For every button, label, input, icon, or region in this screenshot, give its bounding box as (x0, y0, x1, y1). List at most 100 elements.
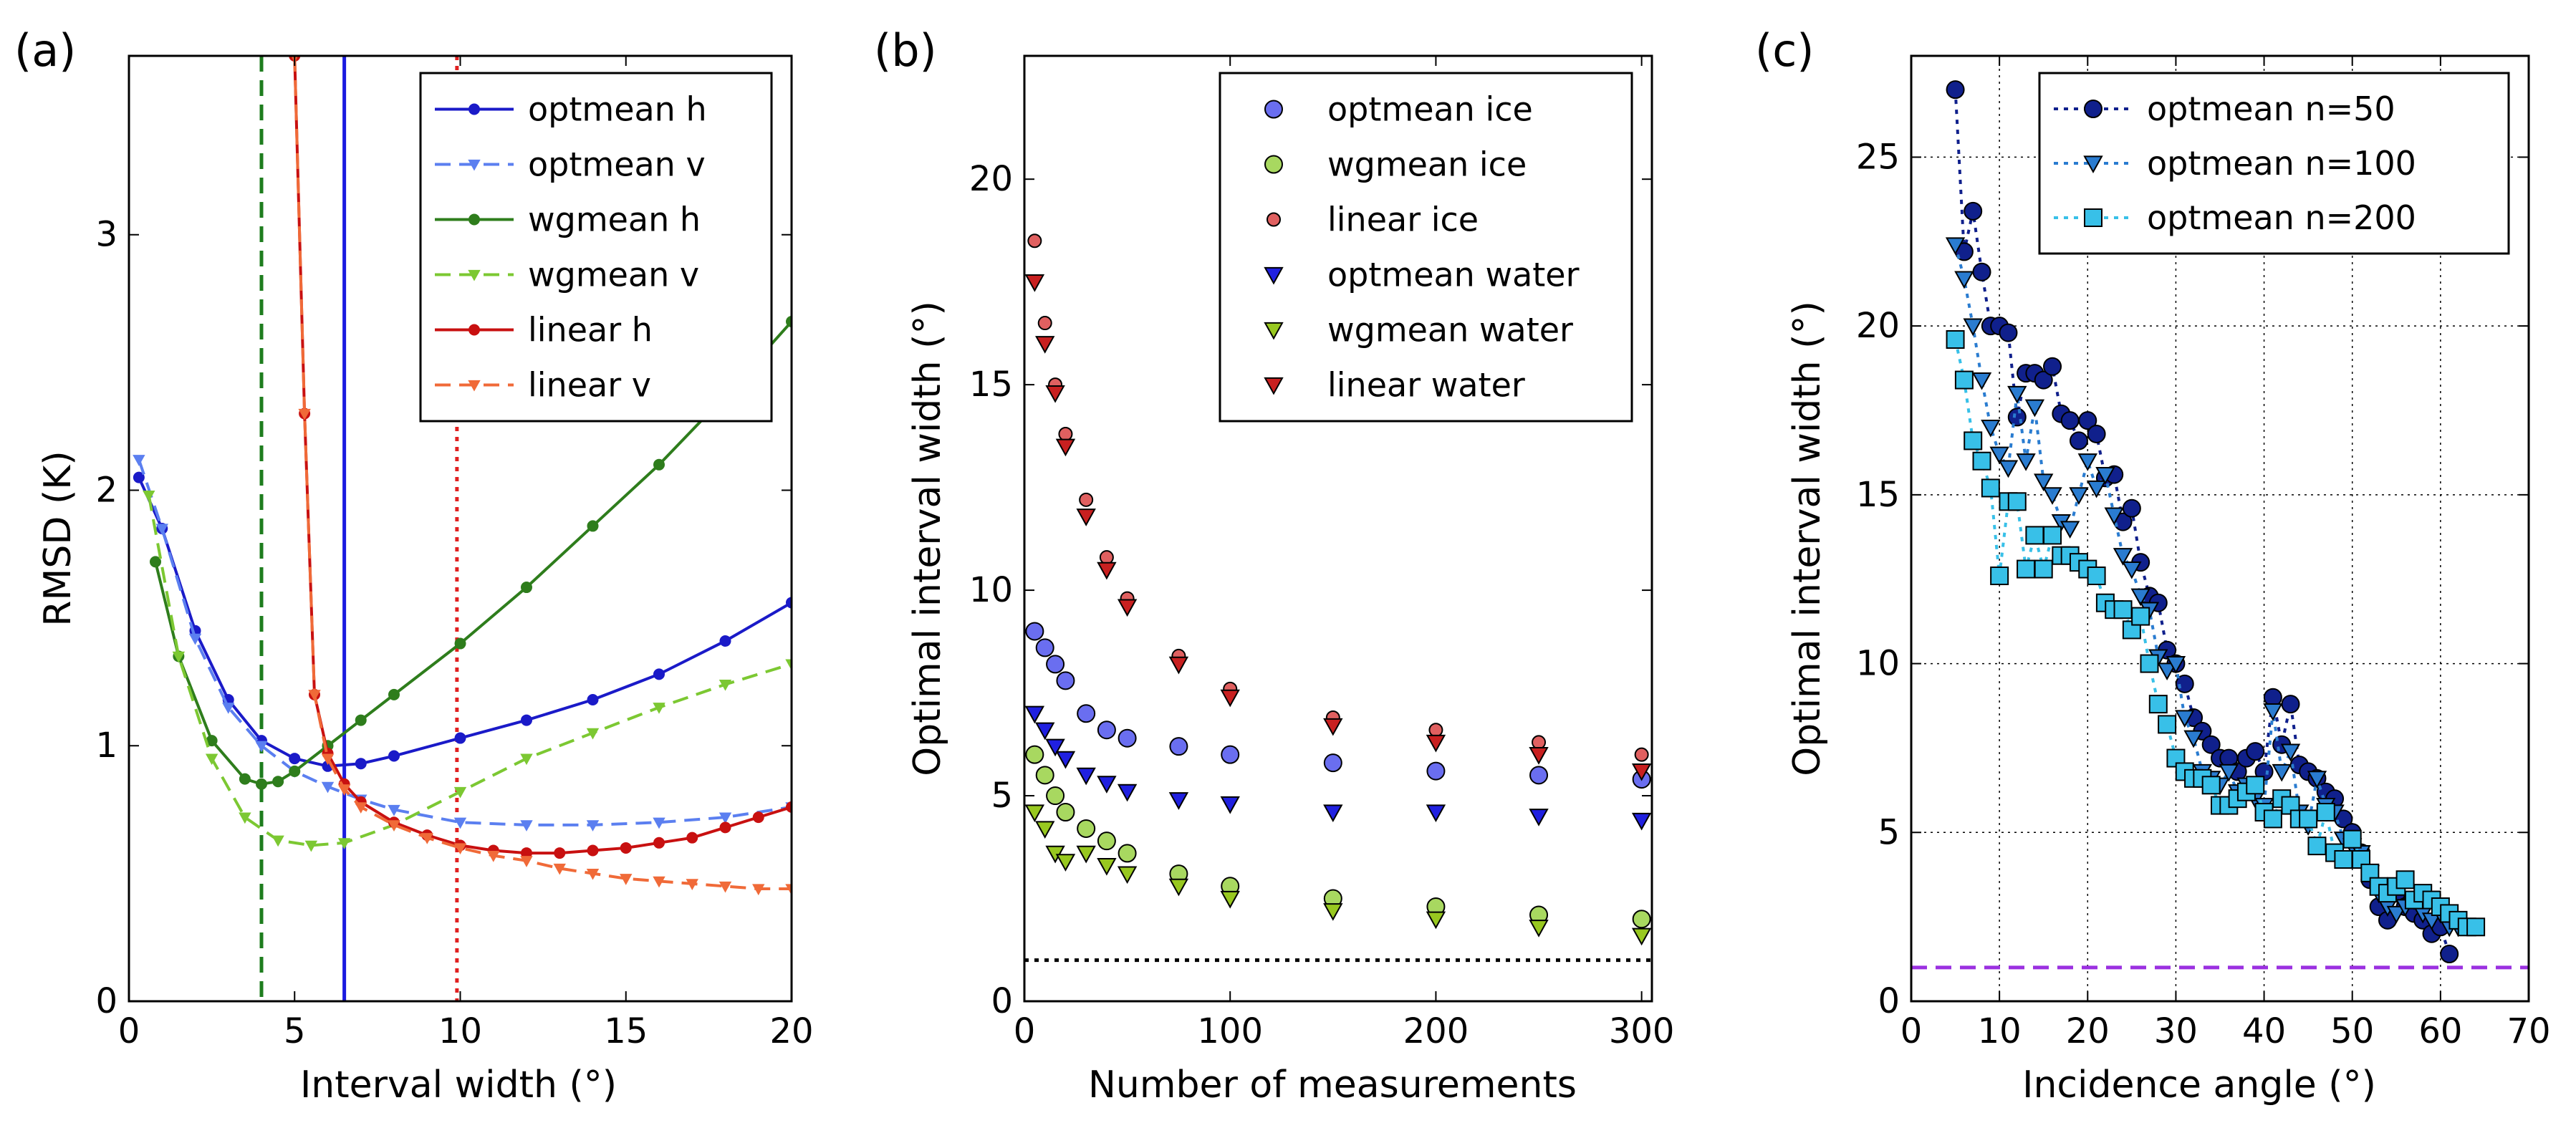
series-optmean-h (133, 471, 792, 772)
series-optmean-n-200 (1946, 330, 2486, 937)
series-optmean-n-100-point (2166, 655, 2186, 674)
series-wgmean-h-point (272, 776, 284, 788)
series-optmean-n-200-point (2007, 492, 2027, 511)
x-tick-label: 0 (118, 1011, 140, 1051)
series-wgmean-h-point (256, 778, 267, 790)
series-optmean-n-100-point (2016, 453, 2036, 471)
legend-item: linear h (435, 311, 653, 350)
series-wgmean-water-point (1168, 878, 1189, 897)
series-optmean-n-50-point (2043, 357, 2062, 376)
legend-label: optmean n=200 (2147, 198, 2416, 237)
series-optmean-n-100-point (2069, 487, 2089, 505)
series-optmean-n-100-point (2263, 703, 2283, 721)
legend-item: wgmean ice (1264, 145, 1527, 184)
legend-marker (1264, 266, 1284, 285)
series-optmean-n-50-point (2201, 735, 2221, 754)
legend: optmean n=50 optmean n=100 optmean n=200 (2038, 72, 2510, 255)
x-tick-label: 10 (1978, 1011, 2022, 1051)
x-tick-label: 0 (1014, 1011, 1036, 1051)
x-tick-label: 5 (284, 1011, 306, 1051)
series-wgmean-water-point (1024, 804, 1045, 823)
series-optmean-ice-point (1077, 704, 1096, 723)
legend-marker (1267, 212, 1281, 227)
plot-content (1024, 233, 1652, 963)
series-optmean-h-point (521, 714, 532, 726)
series-wgmean-water-point (1529, 920, 1549, 938)
series-optmean-n-200-point (2263, 809, 2282, 829)
series-wgmean-water-point (1220, 890, 1240, 909)
series-optmean-v-point (453, 817, 467, 829)
plot-content (133, 56, 792, 1001)
series-linear-water-point (1529, 747, 1549, 765)
series-optmean-n-50-point (2069, 431, 2088, 450)
series-linear-water-point (1426, 734, 1446, 753)
series-optmean-v-point (188, 633, 202, 645)
series-optmean-water-point (1097, 776, 1117, 794)
series-wgmean-v (143, 491, 792, 852)
series-optmean-n-100-point (2077, 453, 2097, 471)
x-tick-label: 0 (1900, 1011, 1923, 1051)
panel-b-ylabel: Optimal interval width (°) (906, 301, 949, 776)
y-tick-label: 2 (95, 470, 117, 510)
series-optmean-n-100-point (2095, 466, 2115, 485)
series-optmean-n-200-point (1990, 567, 2009, 585)
series-optmean-n-100-point (2104, 507, 2124, 526)
y-tick-label: 15 (1856, 475, 1900, 515)
series-optmean-n-100-point (2042, 487, 2062, 505)
x-tick-label: 70 (2507, 1011, 2550, 1051)
series-optmean-ice-point (1118, 728, 1137, 748)
x-tick-label: 200 (1403, 1011, 1469, 1051)
series-linear-v-point (337, 784, 351, 796)
series-optmean-water-point (1426, 804, 1446, 823)
legend-label: linear v (528, 366, 651, 405)
panel-b-xlabel: Number of measurements (1088, 1064, 1577, 1107)
series-optmean-ice-point (1169, 737, 1188, 756)
series-optmean-n-200-point (2466, 917, 2486, 937)
series-optmean-water-point (1168, 792, 1189, 810)
y-tick-label: 25 (1856, 137, 1900, 177)
x-tick-label: 20 (769, 1011, 813, 1051)
series-optmean-ice-point (1056, 671, 1075, 690)
series-optmean-water-point (1055, 751, 1076, 769)
series-optmean-ice-point (1025, 622, 1044, 641)
series-linear-water-point (1117, 599, 1138, 617)
series-linear-v-point (620, 874, 633, 885)
series-linear-v-point (719, 881, 732, 893)
series-optmean-ice-point (1046, 655, 1065, 674)
series-optmean-water-point (1045, 738, 1065, 757)
series-optmean-n-100-point (2386, 905, 2406, 924)
series-wgmean-h-point (355, 714, 367, 726)
legend-label: wgmean h (528, 201, 701, 239)
series-wgmean-ice-point (1632, 910, 1651, 929)
series-wgmean-v-point (304, 840, 318, 852)
series-optmean-n-200-point (2201, 776, 2221, 795)
series-linear-water-point (1220, 689, 1240, 708)
series-linear-v-point (420, 833, 433, 844)
series-optmean-n-50-point (1946, 80, 1965, 100)
series-wgmean-v-point (172, 651, 186, 663)
series-linear-h-point (752, 811, 764, 824)
series-optmean-v-point (133, 455, 145, 466)
panel-c-label: (c) (1755, 24, 1814, 77)
series-linear-v (291, 56, 792, 896)
series-linear-v-point (298, 408, 311, 420)
y-tick-label: 5 (1878, 812, 1900, 852)
series-optmean-ice-point (1097, 720, 1116, 740)
series-linear-v-point (785, 884, 792, 896)
series-linear-v-point (520, 856, 533, 867)
x-tick-label: 40 (2242, 1011, 2286, 1051)
series-linear-water-point (1323, 718, 1343, 736)
series-optmean-n-100-line (1953, 244, 2459, 929)
series-optmean-n-100 (1945, 237, 2469, 938)
series-wgmean-ice-point (1025, 745, 1044, 764)
series-linear-water-point (1631, 763, 1652, 781)
series-optmean-v-point (719, 812, 732, 824)
series-optmean-n-50-point (1972, 262, 1991, 281)
series-optmean-ice-point (1035, 638, 1054, 657)
series-wgmean-h-point (521, 582, 532, 594)
legend-marker (2083, 155, 2103, 174)
series-optmean-n-200-point (2307, 837, 2327, 856)
series-optmean-n-200-point (1946, 330, 1965, 349)
legend-box (1219, 72, 1633, 423)
series-optmean-n-100-point (2280, 743, 2301, 762)
